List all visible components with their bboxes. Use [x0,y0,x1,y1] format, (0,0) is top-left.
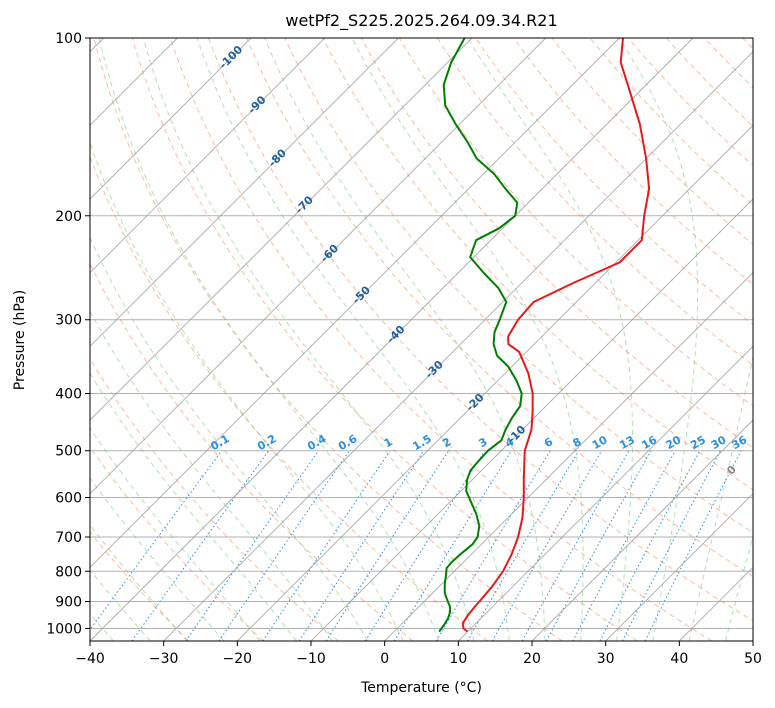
isotherm-line [384,271,753,641]
y-tick-label: 100 [55,31,82,47]
x-tick-label: −20 [223,651,253,667]
moist-adiabat-line [264,38,546,641]
mixing-ratio-line [393,450,512,641]
mixing-ratio-line [90,450,223,631]
isotherm-line [90,38,399,348]
moist-adiabat-line [351,38,584,641]
y-tick-label: 1000 [46,621,82,637]
profile-series [438,38,651,632]
y-tick-label: 200 [55,209,82,225]
moist-adiabat-line [90,477,225,641]
y-tick-label: 400 [55,387,82,403]
dry-adiabat-line [131,38,638,641]
x-tick-label: 50 [744,651,762,667]
isotherm-line [310,198,753,641]
dry-adiabat-line [284,38,753,534]
isotherm-line [90,38,326,274]
dry-adiabat-line [246,38,753,578]
mixing-ratio-line [298,450,425,641]
dry-adiabat-line [93,38,563,641]
y-tick-label: 600 [55,490,82,506]
moist-adiabat-line [90,524,188,641]
y-axis-ticks: 1000 900 800 700 600 500 400 300 200 100 [46,31,90,637]
isotherm-line [90,38,252,200]
mixing-ratio-line [545,450,652,641]
moist-adiabat-line [90,310,333,641]
isotherm-line [90,38,620,569]
dry-adiabat-line [398,38,753,407]
mixing-ratio-line [467,450,580,641]
dry-adiabat-line [90,357,339,641]
isotherm-line [236,124,753,641]
y-tick-label: 900 [55,594,82,610]
plot-frame [89,37,754,642]
dry-adiabat-line [208,38,753,622]
temperature-profile [461,38,651,632]
dry-adiabat-line [90,531,190,641]
x-axis-ticks: −40 −30 −20 −10 0 10 20 30 40 50 [75,641,762,667]
isotherm-line [163,50,753,641]
mixing-ratio-line [521,450,630,641]
mixing-ratio-line [131,450,270,641]
y-tick-label: 700 [55,530,82,546]
x-tick-label: 10 [449,651,467,667]
mixing-ratio-line [218,450,350,641]
x-tick-label: −10 [296,651,326,667]
y-tick-label: 500 [55,444,82,460]
mixing-ratio-line [491,450,602,641]
dewpoint-profile [438,38,523,632]
x-tick-label: 40 [670,651,688,667]
isotherm-line [90,38,694,641]
moist-adiabat-line [196,38,510,641]
moist-adiabat-line [90,141,404,641]
x-tick-label: −30 [149,651,179,667]
dry-adiabat-line [436,38,753,366]
x-tick-label: −40 [75,651,105,667]
moist-adiabat-line [142,38,475,641]
mixing-ratio-line [644,450,742,641]
isotherm-line [531,419,753,641]
y-tick-label: 800 [55,564,82,580]
dry-adiabats [90,38,753,641]
moist-adiabat-line [90,427,261,641]
isotherm-grid [90,38,753,641]
dry-adiabat-line [322,38,753,491]
isobar-grid [90,38,753,629]
x-axis-title: Temperature (°C) [360,680,482,696]
isotherm-line [605,492,753,641]
mixing-ratio-line [435,450,551,641]
mixing-ratio-line [364,450,486,641]
mixing-ratio-lines [90,450,742,641]
moist-adiabat-line [618,38,699,641]
dry-adiabat-line [90,262,414,641]
mixing-ratio-line [185,450,320,641]
moist-adiabat-line [90,236,369,641]
mixing-ratio-line [325,450,450,641]
y-axis-title: Pressure (hPa) [12,290,28,390]
isotherm-line [90,38,473,421]
x-tick-label: 30 [597,651,615,667]
isotherm-line [457,345,753,641]
x-tick-label: 0 [380,651,389,667]
isotherm-line [90,38,547,495]
moist-adiabats [90,38,753,641]
y-tick-label: 300 [55,313,82,329]
x-tick-label: 20 [523,651,541,667]
chart-title: wetPf2_S225.2025.264.09.34.R21 [285,11,557,31]
moist-adiabat-line [98,38,439,641]
moist-adiabat-line [90,569,151,641]
